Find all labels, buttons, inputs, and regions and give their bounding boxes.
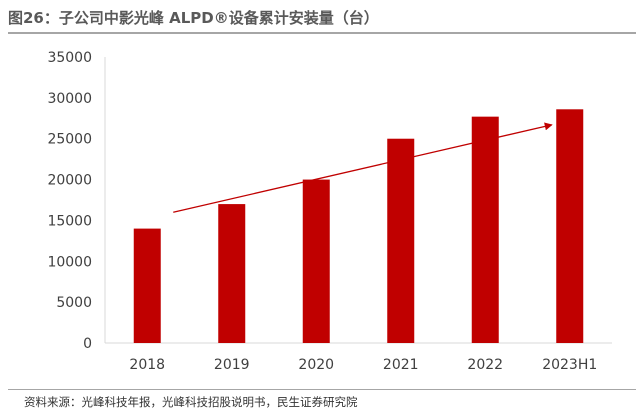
bars (133, 109, 584, 343)
y-tick-labels: 0 5000 10000 15000 20000 25000 30000 35000 (47, 50, 92, 352)
y-tick-label: 0 (83, 336, 92, 352)
x-tick-label: 2023H1 (542, 357, 597, 373)
y-tick-label: 25000 (47, 132, 92, 148)
x-tick-label: 2021 (383, 357, 419, 373)
y-tick-label: 5000 (56, 295, 92, 311)
x-tick-labels: 2018 2019 2020 2021 2022 2023H1 (129, 357, 597, 373)
bar-2021 (387, 138, 415, 343)
bar-chart: 0 5000 10000 15000 20000 25000 30000 35000 2018… (0, 36, 644, 386)
bar-2023H1 (556, 109, 584, 343)
y-tick-label: 30000 (47, 91, 92, 107)
x-tick-label: 2018 (129, 357, 165, 373)
bar-2019 (218, 204, 246, 343)
y-tick-label: 15000 (47, 213, 92, 229)
figure-title: 图26：子公司中影光峰 ALPD®设备累计安装量（台） (8, 9, 379, 27)
source-note: 资料来源：光峰科技年报，光峰科技招股说明书，民生证券研究院 (24, 395, 358, 409)
x-tick-label: 2019 (214, 357, 250, 373)
x-tick-label: 2020 (298, 357, 334, 373)
y-tick-label: 20000 (47, 173, 92, 189)
bar-chart-svg: 0 5000 10000 15000 20000 25000 30000 35000 2018… (47, 50, 612, 373)
bar-2020 (302, 179, 330, 343)
source-divider (8, 389, 636, 390)
x-tick-label: 2022 (467, 357, 503, 373)
bar-2022 (471, 116, 499, 343)
bar-2018 (133, 228, 161, 343)
trend-arrow (173, 122, 553, 213)
title-divider (8, 32, 636, 34)
y-tick-label: 10000 (47, 254, 92, 270)
y-tick-label: 35000 (47, 50, 92, 66)
